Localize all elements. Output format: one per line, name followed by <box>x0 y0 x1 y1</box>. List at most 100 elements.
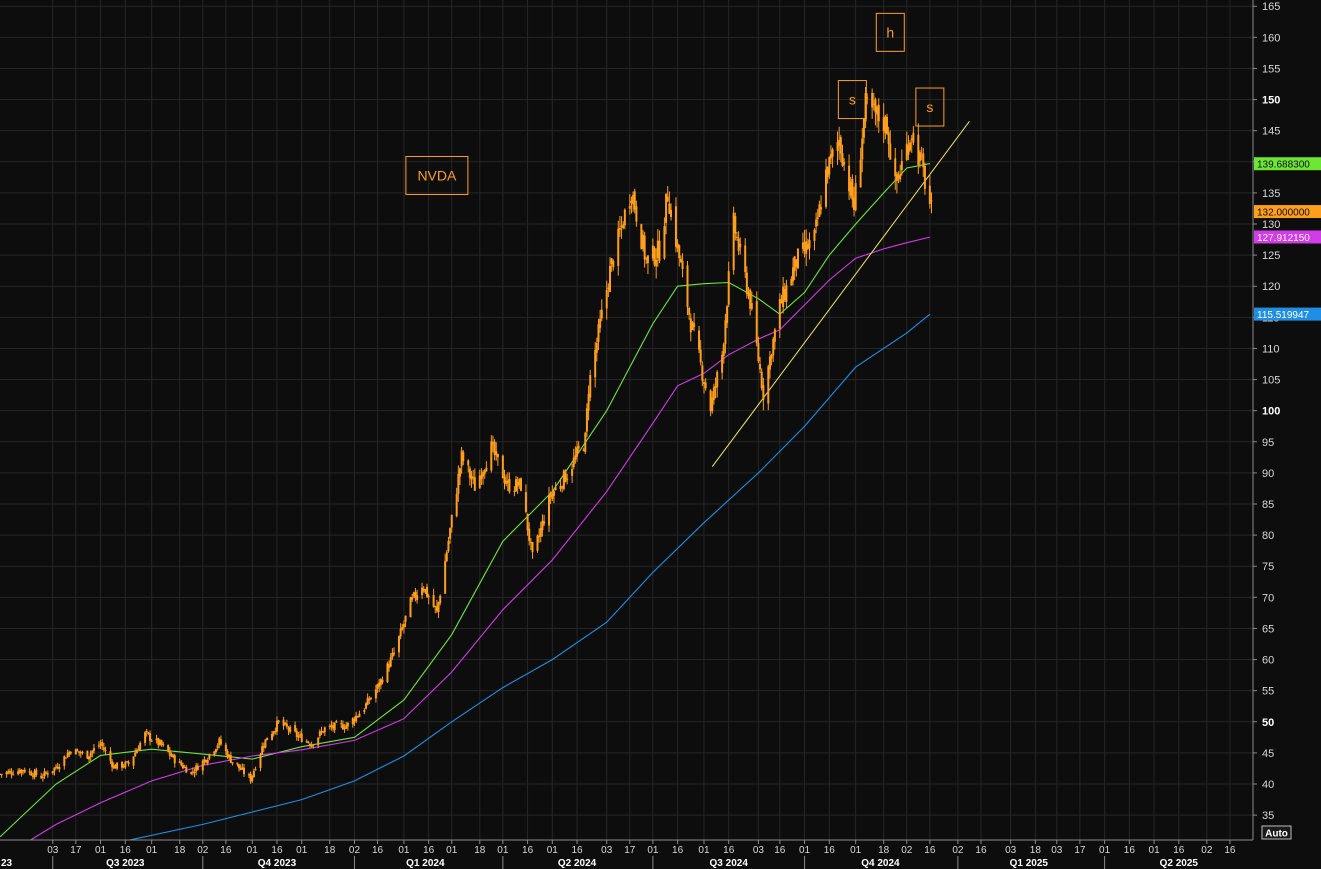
candle <box>739 237 742 255</box>
candle <box>490 435 493 473</box>
x-tick-label: 01 <box>799 845 811 856</box>
x-quarter-label: Q3 2023 <box>106 858 145 869</box>
candle <box>795 258 798 277</box>
candle-body <box>676 243 679 249</box>
x-tick-label: 16 <box>824 845 836 856</box>
candle-body <box>701 365 704 381</box>
candle-body <box>843 161 846 165</box>
candle <box>876 105 879 128</box>
candle-body <box>437 602 440 612</box>
candle-body <box>665 193 668 224</box>
candle <box>585 403 588 437</box>
candle <box>149 730 152 746</box>
candle-body <box>478 475 481 489</box>
x-tick-label: 03 <box>1005 845 1017 856</box>
candle <box>335 719 338 723</box>
candle <box>322 730 325 734</box>
candle-body <box>259 754 262 768</box>
candle-body <box>125 761 128 763</box>
candle <box>282 716 285 730</box>
candle-body <box>829 154 832 159</box>
candle <box>376 683 379 693</box>
candle-body <box>782 286 785 308</box>
candle-body <box>796 248 799 269</box>
candle <box>162 741 165 747</box>
candle <box>167 744 170 753</box>
candle <box>907 135 910 161</box>
candle <box>261 742 264 755</box>
candle <box>918 150 921 168</box>
candle-body <box>909 142 912 151</box>
candle-body <box>589 375 592 398</box>
candle <box>796 248 799 270</box>
candle <box>768 350 771 379</box>
candle-body <box>793 256 796 272</box>
candle-body <box>554 487 557 490</box>
candle-body <box>792 267 795 282</box>
candle <box>386 661 389 684</box>
candle-body <box>712 387 715 401</box>
x-tick-label: 01 <box>850 845 862 856</box>
candle <box>41 773 44 782</box>
annotation-3: h <box>875 12 905 52</box>
candle <box>0 773 1 776</box>
candle-body <box>312 745 315 747</box>
candle <box>600 299 603 322</box>
candle-body <box>739 243 742 248</box>
candle <box>183 764 186 769</box>
candle-body <box>785 285 788 303</box>
candle-body <box>539 528 542 537</box>
candle-body <box>864 93 867 122</box>
candle <box>439 594 442 606</box>
candle <box>214 748 217 754</box>
candle-body <box>907 145 910 155</box>
candle-body <box>831 149 834 157</box>
candle-body <box>813 229 816 241</box>
candle-body <box>414 591 417 598</box>
candle-body <box>343 728 346 730</box>
candle <box>122 763 125 769</box>
candle-body <box>496 453 499 458</box>
candle-body <box>224 744 227 752</box>
candle-body <box>412 592 415 596</box>
candle <box>160 739 163 747</box>
candle <box>506 472 509 492</box>
y-tick-label: 135 <box>1262 188 1280 200</box>
x-tick-label: 01 <box>497 845 509 856</box>
candle-body <box>111 761 114 768</box>
candle <box>424 588 427 595</box>
candle <box>737 231 740 255</box>
candle-body <box>353 718 356 722</box>
candle <box>437 601 440 619</box>
candle-body <box>529 541 532 544</box>
candle <box>351 717 354 728</box>
candle-body <box>841 153 844 167</box>
candle <box>272 730 275 737</box>
candle <box>562 469 565 491</box>
candle-body <box>363 710 366 713</box>
y-tick-label: 90 <box>1262 468 1274 480</box>
x-tick-label: 16 <box>423 845 435 856</box>
candle <box>323 726 326 737</box>
candle <box>243 763 246 777</box>
candle <box>178 758 181 764</box>
auto-scale-button[interactable]: Auto <box>1261 825 1292 840</box>
x-tick-label: 16 <box>975 845 987 856</box>
candle <box>97 741 100 749</box>
candle-body <box>482 472 485 477</box>
candle <box>195 762 198 776</box>
candle-body <box>803 242 806 251</box>
candle-body <box>674 206 677 247</box>
candle <box>894 148 897 190</box>
candle <box>679 255 682 263</box>
auto-scale-label[interactable]: Auto <box>1265 829 1288 840</box>
candle-body <box>216 745 219 749</box>
x-tick-label: 02 <box>952 845 964 856</box>
candle <box>747 286 750 300</box>
candle <box>709 389 712 417</box>
candle <box>132 756 135 769</box>
candle-body <box>386 663 389 683</box>
candle-body <box>885 117 888 134</box>
candle-body <box>310 744 313 747</box>
candle <box>928 174 931 209</box>
